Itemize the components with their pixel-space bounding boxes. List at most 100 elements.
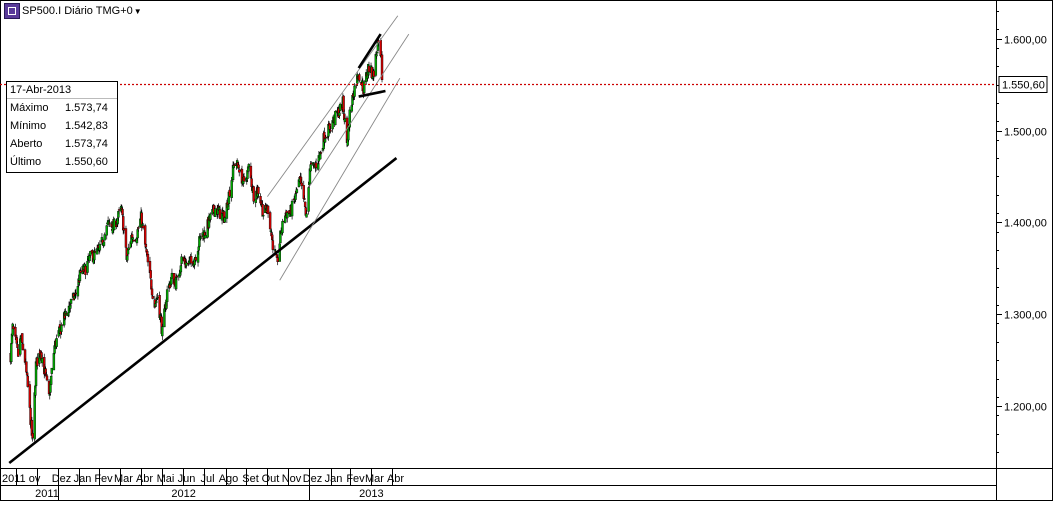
info-value: 1.573,74 xyxy=(65,102,108,114)
wedge-upper xyxy=(357,33,382,69)
candle-body xyxy=(126,249,130,255)
info-row-high: Máximo 1.573,74 xyxy=(7,99,117,117)
candle-body xyxy=(140,212,143,228)
candle-body xyxy=(180,256,183,264)
candle-body xyxy=(254,198,257,203)
year-label: 2012 xyxy=(171,488,195,500)
candle-body xyxy=(93,251,97,253)
chart-header[interactable]: SP500.I Diário TMG+0 ▼ xyxy=(4,3,142,19)
candle-body xyxy=(329,130,332,132)
candle-body xyxy=(185,262,188,266)
x-tick-label: Jul xyxy=(200,473,214,485)
candle-body xyxy=(194,257,198,261)
dropdown-caret-icon[interactable]: ▼ xyxy=(133,6,142,16)
candle-body xyxy=(78,270,82,281)
candle-body xyxy=(209,213,212,220)
candle-body xyxy=(380,54,384,81)
candle-body xyxy=(223,217,227,223)
candle-body xyxy=(132,239,135,242)
x-tick-label: Mar xyxy=(114,473,133,485)
candle-body xyxy=(353,85,356,97)
x-tick-label: Jan xyxy=(325,473,343,485)
info-value: 1.573,74 xyxy=(65,138,108,150)
candle-body xyxy=(362,81,366,94)
candle-body xyxy=(230,180,233,198)
candle-body xyxy=(25,372,29,376)
candle-body xyxy=(348,109,351,128)
candle-body xyxy=(189,256,193,264)
candle-body xyxy=(244,178,248,181)
x-tick-label: Abr xyxy=(136,473,153,485)
candle-body xyxy=(268,212,272,230)
candle-body xyxy=(12,326,15,330)
candle-body xyxy=(376,51,379,54)
candle-body xyxy=(74,292,78,295)
candle-body xyxy=(250,178,253,187)
candle-body xyxy=(338,112,341,116)
year-label: 2013 xyxy=(359,488,383,500)
candle-body xyxy=(262,214,265,217)
candle-body xyxy=(144,244,148,248)
candle-body xyxy=(150,288,154,296)
candle-body xyxy=(242,176,246,182)
candle-body xyxy=(156,296,159,299)
candles xyxy=(9,37,384,442)
channel-line xyxy=(279,77,401,281)
candle-body xyxy=(28,384,32,408)
candle-body xyxy=(170,272,174,279)
candle-body xyxy=(249,165,253,179)
candle-body xyxy=(374,53,378,76)
year-label: 2011 xyxy=(35,488,59,500)
info-label: Aberto xyxy=(10,138,43,150)
candle-body xyxy=(21,333,24,343)
candle-body xyxy=(290,200,294,217)
candle-body xyxy=(342,95,345,112)
candle-body xyxy=(25,361,28,373)
candle-body xyxy=(136,229,139,239)
candle-body xyxy=(50,367,54,374)
x-tick-label: Nov xyxy=(282,473,302,485)
candle-body xyxy=(76,286,80,297)
candle-body xyxy=(113,218,116,231)
ohlc-info-box: 17-Abr-2013 Máximo 1.573,74 Mínimo 1.542… xyxy=(6,81,118,173)
candle-body xyxy=(279,230,282,244)
candle-body xyxy=(286,212,289,219)
channel-line xyxy=(309,33,410,186)
candle-body xyxy=(105,225,108,236)
candle-body xyxy=(372,70,375,77)
candle-body xyxy=(21,343,25,351)
trendline xyxy=(8,157,398,465)
candle-body xyxy=(179,265,183,273)
candle-body xyxy=(149,270,152,279)
candle-body xyxy=(135,238,139,244)
candle-body xyxy=(252,186,255,202)
candle-body xyxy=(151,295,154,299)
candle-body xyxy=(350,105,354,112)
candle-body xyxy=(175,276,178,278)
candle-body xyxy=(127,247,130,250)
x-tick-label: Fev xyxy=(94,473,113,485)
candle-body xyxy=(52,353,56,371)
candle-body xyxy=(45,375,49,381)
candle-body xyxy=(367,65,371,73)
x-tick-label: Set xyxy=(242,473,259,485)
candle-body xyxy=(319,151,322,160)
candle-body xyxy=(15,337,19,344)
candle-body xyxy=(204,235,207,239)
candle-body xyxy=(102,241,106,246)
x-tick-label: Dez xyxy=(52,473,72,485)
candle-body xyxy=(86,260,89,273)
candle-body xyxy=(199,237,202,239)
candle-body xyxy=(103,234,106,241)
candle-body xyxy=(197,246,200,251)
candle-body xyxy=(69,298,73,304)
y-tick-label: 1.500,00 xyxy=(1004,127,1047,139)
info-row-open: Aberto 1.573,74 xyxy=(7,135,117,153)
candle-body xyxy=(237,164,240,169)
candle-body xyxy=(141,225,145,229)
candle-body xyxy=(334,111,337,126)
candle-body xyxy=(343,118,347,122)
